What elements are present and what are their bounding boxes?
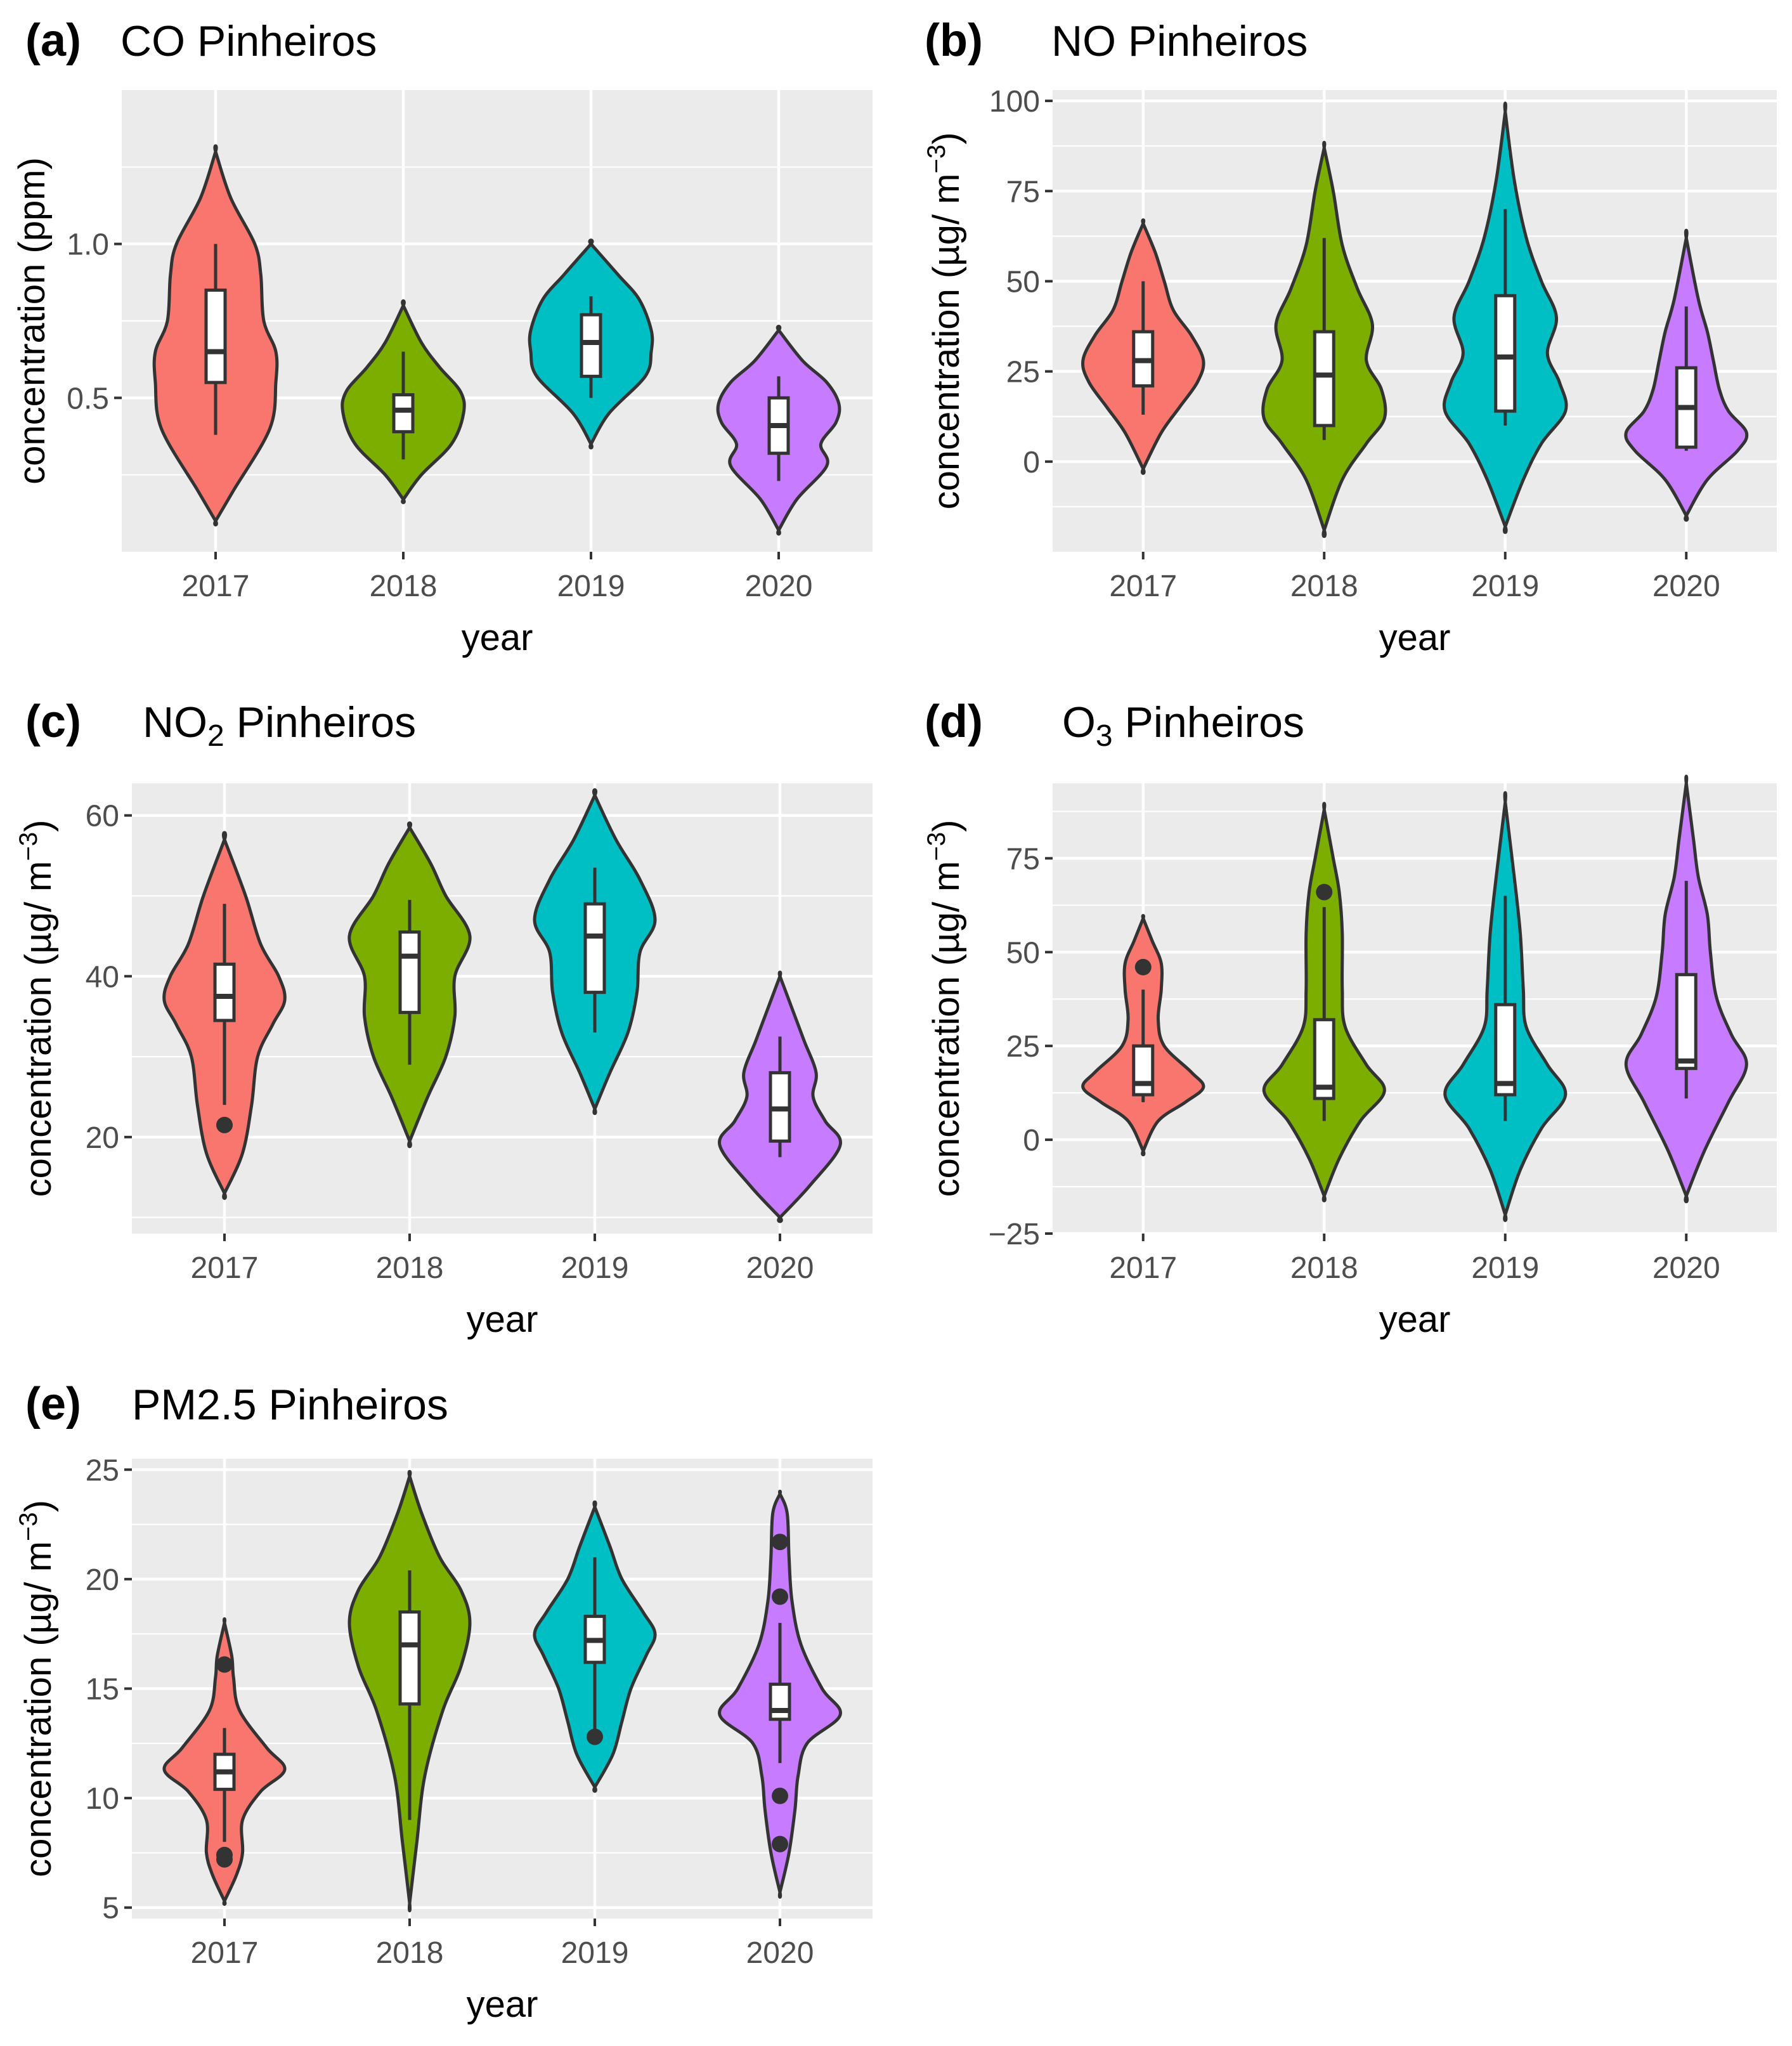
y-tick-label: 20 <box>86 1121 119 1155</box>
title-main: NO Pinheiros <box>1051 17 1308 65</box>
x-tick-label: 2018 <box>370 570 438 603</box>
panel-title: O3 Pinheiros <box>1062 698 1304 753</box>
outlier-point <box>587 1728 603 1745</box>
y-tick-label: −25 <box>989 1218 1040 1251</box>
y-tick-label: 5 <box>102 1892 119 1925</box>
x-tick-label: 2019 <box>1471 1251 1539 1285</box>
box-2019 <box>1494 1003 1517 1097</box>
box-2019 <box>1494 294 1517 413</box>
y-tick-label: 0 <box>1023 446 1040 479</box>
box-2020 <box>769 1683 791 1721</box>
panel-letter: (c) <box>25 696 81 747</box>
panel-c: (c) NO2 Pinheiros 20 40 60 2017 2018 2019 2020 ye… <box>15 696 873 1340</box>
panel-b: (b) NO Pinheiros 0 25 50 75 100 2017 2018 2019 202… <box>923 15 1777 658</box>
y-tick-label: 50 <box>1006 936 1040 970</box>
panel-letter: (a) <box>25 15 81 66</box>
box-2017 <box>1132 1044 1155 1097</box>
panel-title: CO Pinheiros <box>120 17 377 65</box>
x-tick-label: 2017 <box>191 1251 259 1285</box>
y-tick-label: 25 <box>1006 1030 1040 1064</box>
y-tick-label: 15 <box>86 1673 119 1707</box>
title-main: O <box>1062 698 1096 746</box>
x-tick-label: 2020 <box>1652 1251 1720 1285</box>
y-tick-label: 25 <box>86 1454 119 1487</box>
box-2018 <box>1313 330 1335 427</box>
y-tick-label: 50 <box>1006 265 1040 299</box>
outlier-point <box>772 1588 788 1605</box>
y-tick-label: 75 <box>1006 842 1040 876</box>
box-2017 <box>204 288 227 384</box>
panel-e: (e) PM2.5 Pinheiros 5 10 15 20 25 2017 2018 2019 2… <box>15 1379 873 2025</box>
x-axis-label: year <box>467 1984 538 2025</box>
x-tick-label: 2019 <box>1471 570 1539 603</box>
panel-letter: (d) <box>925 696 983 747</box>
x-tick-label: 2019 <box>561 1251 629 1285</box>
x-tick-label: 2017 <box>191 1936 259 1970</box>
y-tick-label: 25 <box>1006 356 1040 389</box>
title-main: PM2.5 Pinheiros <box>132 1381 448 1429</box>
box-2019 <box>583 902 606 994</box>
x-tick-label: 2018 <box>1290 1251 1358 1285</box>
x-tick-label: 2017 <box>1109 570 1177 603</box>
panel-a: (a) CO Pinheiros 0.5 1.0 2017 2018 2019 2020 yea… <box>11 15 873 658</box>
y-tick-label: 10 <box>86 1782 119 1816</box>
outlier-point <box>772 1534 788 1551</box>
outlier-point <box>216 1116 233 1133</box>
title-subscript: 3 <box>1096 719 1113 753</box>
y-tick-label: 40 <box>86 960 119 994</box>
x-tick-label: 2019 <box>557 570 625 603</box>
panel-letter: (e) <box>25 1379 81 1430</box>
outlier-point <box>216 1851 233 1868</box>
x-tick-label: 2018 <box>1290 570 1358 603</box>
y-tick-label: 100 <box>989 85 1040 119</box>
x-tick-label: 2020 <box>745 570 813 603</box>
box-2017 <box>213 962 236 1022</box>
outlier-point <box>772 1787 788 1804</box>
panel-title: PM2.5 Pinheiros <box>132 1381 448 1429</box>
x-tick-label: 2020 <box>746 1936 814 1970</box>
x-tick-label: 2019 <box>561 1936 629 1970</box>
title-suffix: Pinheiros <box>224 698 416 746</box>
box-2018 <box>398 1610 421 1706</box>
panel-letter: (b) <box>925 15 983 66</box>
y-tick-label: 1.0 <box>67 228 109 262</box>
x-tick-label: 2018 <box>376 1936 444 1970</box>
panel-title: NO2 Pinheiros <box>143 698 416 753</box>
y-tick-label: 0.5 <box>67 382 109 415</box>
outlier-point <box>1316 883 1333 901</box>
x-axis-label: year <box>1379 1299 1451 1340</box>
title-suffix: Pinheiros <box>1113 698 1304 746</box>
y-tick-label: 75 <box>1006 175 1040 209</box>
x-tick-label: 2018 <box>376 1251 444 1285</box>
y-axis-label: concentration (µg/ m−3) <box>923 820 967 1197</box>
x-tick-label: 2017 <box>1109 1251 1177 1285</box>
outlier-point <box>772 1835 788 1853</box>
y-axis-label: concentration (µg/ m−3) <box>15 820 59 1197</box>
box-2018 <box>398 930 421 1014</box>
y-axis-label: concentration (µg/ m−3) <box>15 1500 59 1877</box>
panel-title: NO Pinheiros <box>1051 17 1308 65</box>
y-tick-label: 60 <box>86 800 119 833</box>
box-2018 <box>392 393 415 434</box>
x-axis-label: year <box>467 1299 538 1340</box>
y-tick-label: 20 <box>86 1563 119 1597</box>
panel-d: (d) O3 Pinheiros −25 0 25 50 75 2017 2018 2019 202… <box>923 696 1777 1340</box>
title-main: NO <box>143 698 207 746</box>
outlier-point <box>1134 958 1152 975</box>
y-axis-label: concentration (ppm) <box>11 157 53 485</box>
box-2019 <box>580 313 602 378</box>
y-axis-label: concentration (µg/ m−3) <box>923 133 967 510</box>
x-tick-label: 2020 <box>1652 570 1720 603</box>
outlier-point <box>216 1656 233 1673</box>
x-tick-label: 2017 <box>182 570 250 603</box>
title-main: CO Pinheiros <box>120 17 377 65</box>
x-axis-label: year <box>462 617 533 658</box>
box-2020 <box>1675 973 1698 1071</box>
x-axis-label: year <box>1379 617 1451 658</box>
title-subscript: 2 <box>207 719 224 753</box>
y-tick-label: 0 <box>1023 1124 1040 1157</box>
x-tick-label: 2020 <box>746 1251 814 1285</box>
